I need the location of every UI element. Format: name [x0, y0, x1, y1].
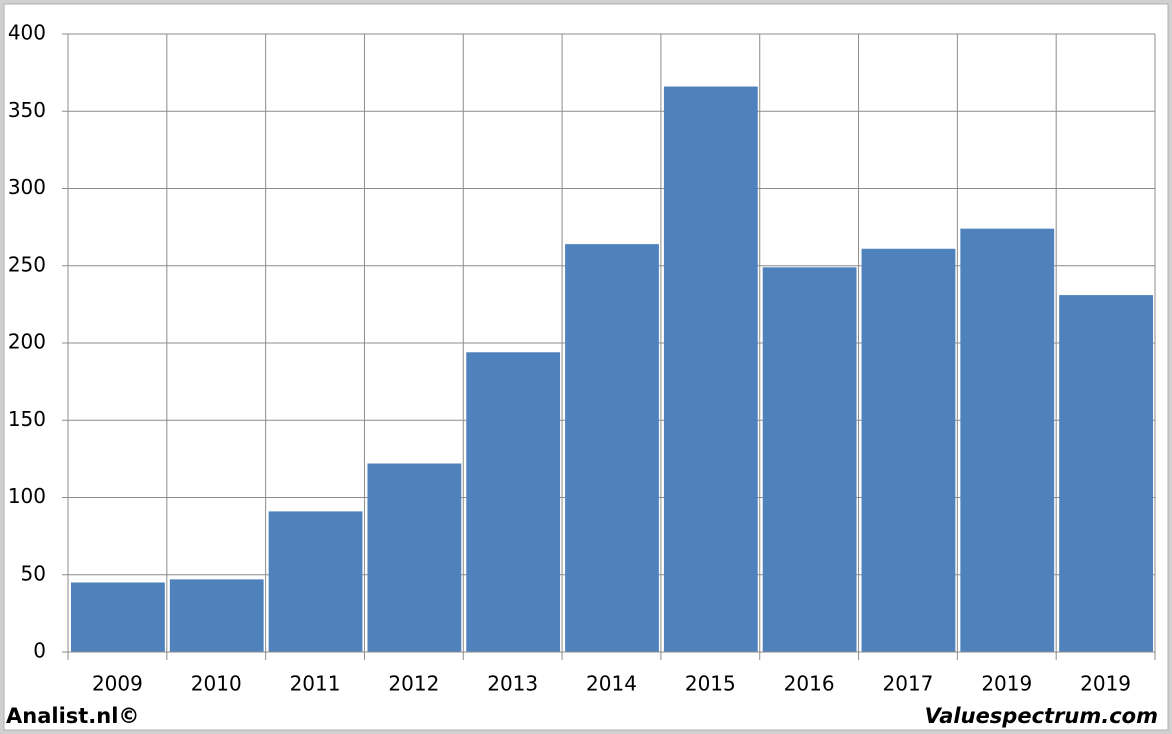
x-tick-label: 2015	[685, 672, 736, 696]
x-tick-label: 2016	[784, 672, 835, 696]
y-tick-label: 150	[8, 407, 46, 431]
x-tick-label: 2019	[981, 672, 1032, 696]
bar	[71, 582, 165, 652]
source-left: Analist.nl©	[6, 704, 139, 728]
y-tick-label: 350	[8, 98, 46, 122]
bar	[268, 511, 363, 652]
bar	[762, 267, 857, 652]
bar	[565, 244, 659, 652]
y-tick-label: 300	[8, 175, 46, 199]
y-tick-label: 400	[8, 21, 46, 45]
y-tick-label: 200	[8, 330, 46, 354]
x-tick-label: 2010	[191, 672, 242, 696]
x-tick-label: 2011	[290, 672, 341, 696]
y-tick-label: 0	[33, 639, 46, 663]
bar	[960, 228, 1055, 653]
bar	[861, 248, 956, 652]
x-tick-label: 2014	[586, 672, 637, 696]
bar	[663, 86, 758, 652]
bar	[367, 463, 462, 652]
bar	[169, 579, 264, 652]
bar	[1059, 295, 1153, 652]
y-tick-label: 250	[8, 252, 46, 276]
source-right: Valuespectrum.com	[925, 704, 1158, 728]
x-tick-label: 2013	[487, 672, 538, 696]
x-tick-label: 2009	[92, 672, 143, 696]
y-tick-label: 100	[8, 484, 46, 508]
y-tick-label: 50	[21, 561, 46, 585]
bar	[466, 352, 561, 652]
x-tick-label: 2019	[1080, 672, 1131, 696]
x-tick-label: 2012	[388, 672, 439, 696]
x-tick-label: 2017	[883, 672, 934, 696]
